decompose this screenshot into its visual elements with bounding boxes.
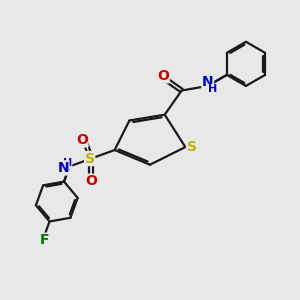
- Text: O: O: [76, 133, 88, 147]
- Text: F: F: [40, 233, 49, 247]
- Text: O: O: [85, 174, 97, 188]
- Text: S: S: [187, 140, 197, 154]
- Text: H: H: [208, 85, 217, 94]
- Text: N: N: [57, 161, 69, 175]
- Text: O: O: [157, 69, 169, 83]
- Text: S: S: [85, 152, 95, 166]
- Text: N: N: [202, 75, 214, 89]
- Text: H: H: [63, 158, 72, 169]
